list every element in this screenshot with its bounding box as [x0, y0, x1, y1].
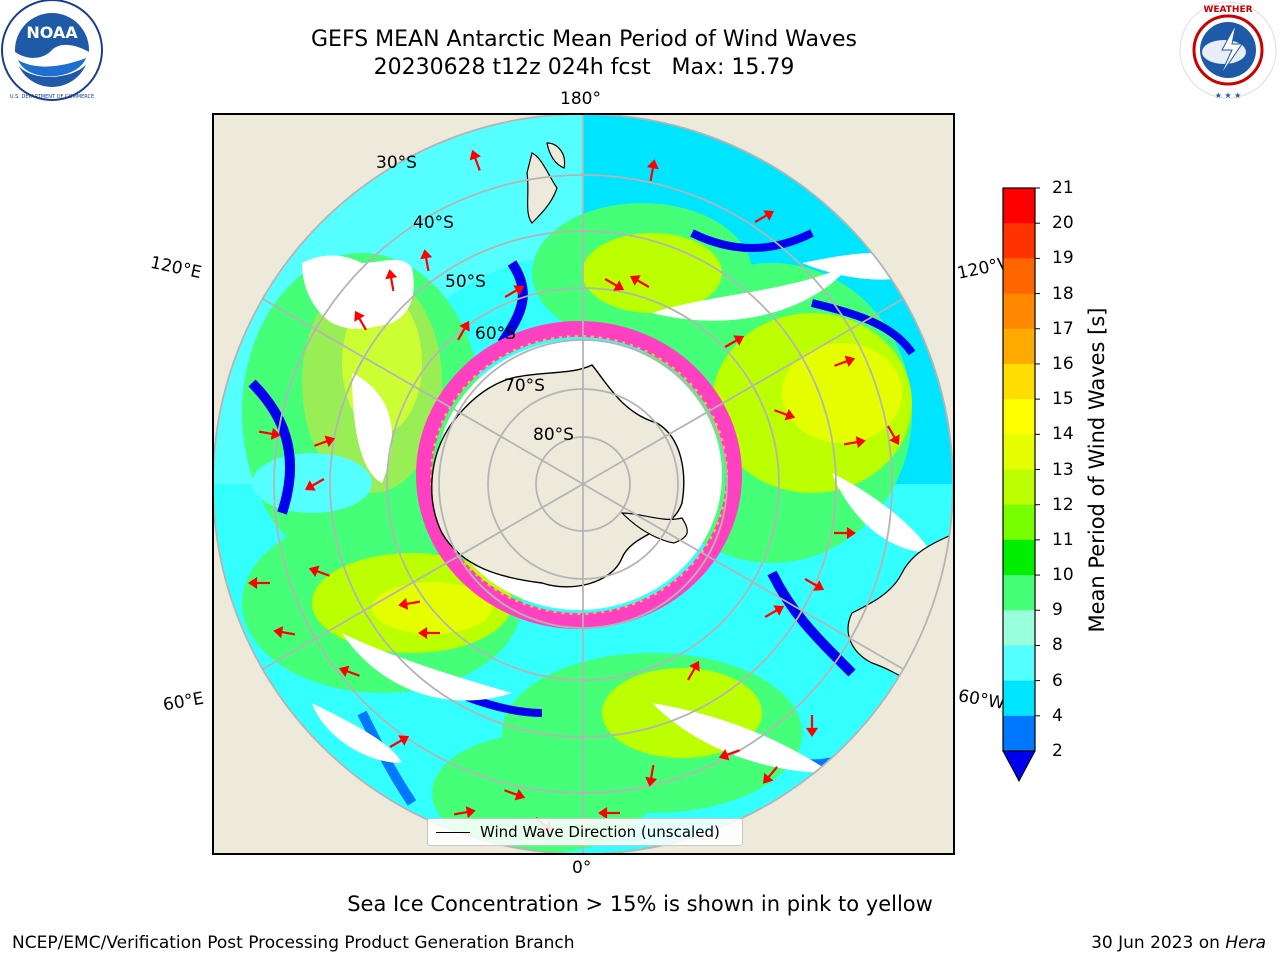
- colorbar-tick-label: 8: [1052, 635, 1063, 656]
- colorbar-frame: [1002, 187, 1036, 752]
- colorbar-tick-label: 4: [1052, 705, 1063, 726]
- lat-label-70s: 70°S: [504, 376, 545, 396]
- colorbar-tick-label: 11: [1052, 529, 1074, 550]
- colorbar-bin: [1003, 258, 1035, 295]
- polar-map: [212, 113, 955, 855]
- svg-text:★ ★ ★: ★ ★ ★: [1215, 91, 1242, 100]
- colorbar-bin: [1003, 610, 1035, 646]
- colorbar-bin: [1003, 645, 1035, 682]
- map-frame: [212, 113, 955, 855]
- footer-date: 30 Jun 2023 on Hera: [1050, 932, 1266, 954]
- colorbar-bin: [1003, 293, 1035, 330]
- chart-subtitle: 20230628 t12z 024h fcst Max: 15.79: [373, 55, 795, 80]
- colorbar-tick-label: 19: [1052, 248, 1074, 269]
- lat-label-40s: 40°S: [413, 213, 454, 233]
- colorbar-bin: [1003, 504, 1035, 541]
- colorbar-bin: [1003, 363, 1035, 400]
- colorbar-extend-triangle: [1002, 750, 1036, 783]
- colorbar-tick-label: 13: [1052, 459, 1074, 480]
- lon-label-lower-right: 60°W: [956, 686, 1007, 714]
- legend-label: Wind Wave Direction (unscaled): [480, 823, 720, 841]
- colorbar-tick-label: 14: [1052, 424, 1074, 445]
- colorbar-label: Mean Period of Wind Waves [s]: [1085, 307, 1109, 633]
- colorbar-tick-label: 2: [1052, 741, 1063, 761]
- colorbar-bin: [1003, 469, 1035, 506]
- colorbar-bin: [1003, 680, 1035, 717]
- colorbar: [1002, 187, 1040, 783]
- colorbar-bin: [1003, 715, 1035, 752]
- noaa-logo: NOAA U.S. DEPARTMENT OF COMMERCE: [1, 0, 103, 101]
- colorbar-bin: [1003, 223, 1035, 259]
- map-legend: Wind Wave Direction (unscaled): [427, 818, 743, 846]
- lon-label-upper-left: 120°E: [148, 252, 204, 284]
- sea-ice-caption: Sea Ice Concentration > 15% is shown in …: [347, 892, 933, 916]
- colorbar-tick-label: 10: [1052, 565, 1074, 586]
- lon-label-top: 180°: [560, 89, 601, 109]
- footer-credit: NCEP/EMC/Verification Post Processing Pr…: [12, 933, 575, 953]
- svg-text:NOAA: NOAA: [26, 23, 78, 42]
- colorbar-tick-label: 20: [1052, 213, 1074, 234]
- lat-label-50s: 50°S: [445, 272, 486, 292]
- colorbar-bin: [1003, 188, 1035, 224]
- colorbar-tick-label: 17: [1052, 318, 1074, 339]
- colorbar-bin: [1003, 575, 1035, 611]
- colorbar-bin: [1003, 539, 1035, 576]
- lat-label-80s: 80°S: [533, 425, 574, 445]
- colorbar-bin: [1003, 399, 1035, 435]
- colorbar-tick-label: 16: [1052, 353, 1074, 374]
- svg-text:U.S. DEPARTMENT OF COMMERCE: U.S. DEPARTMENT OF COMMERCE: [10, 94, 94, 100]
- footer-host: Hera: [1225, 933, 1266, 953]
- colorbar-tick-label: 18: [1052, 283, 1074, 304]
- colorbar-tick-label: 6: [1052, 670, 1063, 691]
- lat-label-60s: 60°S: [475, 324, 516, 344]
- nws-logo: WEATHER ★ ★ ★: [1179, 1, 1277, 100]
- footer-date-text: 30 Jun 2023 on: [1091, 933, 1226, 953]
- lat-label-30s: 30°S: [376, 153, 417, 173]
- colorbar-tick-label: 9: [1052, 600, 1063, 621]
- colorbar-tick-label: 12: [1052, 494, 1074, 515]
- legend-line-swatch: [436, 831, 470, 833]
- lon-label-lower-left: 60°E: [161, 688, 206, 716]
- wind-wave-arrows: [248, 149, 900, 832]
- colorbar-tick-label: 15: [1052, 389, 1074, 410]
- chart-title: GEFS MEAN Antarctic Mean Period of Wind …: [311, 27, 857, 52]
- colorbar-tick-label: 21: [1052, 178, 1074, 198]
- colorbar-bin: [1003, 328, 1035, 365]
- svg-text:WEATHER: WEATHER: [1203, 5, 1252, 15]
- lon-label-bottom: 0°: [572, 858, 592, 878]
- colorbar-bin: [1003, 434, 1035, 470]
